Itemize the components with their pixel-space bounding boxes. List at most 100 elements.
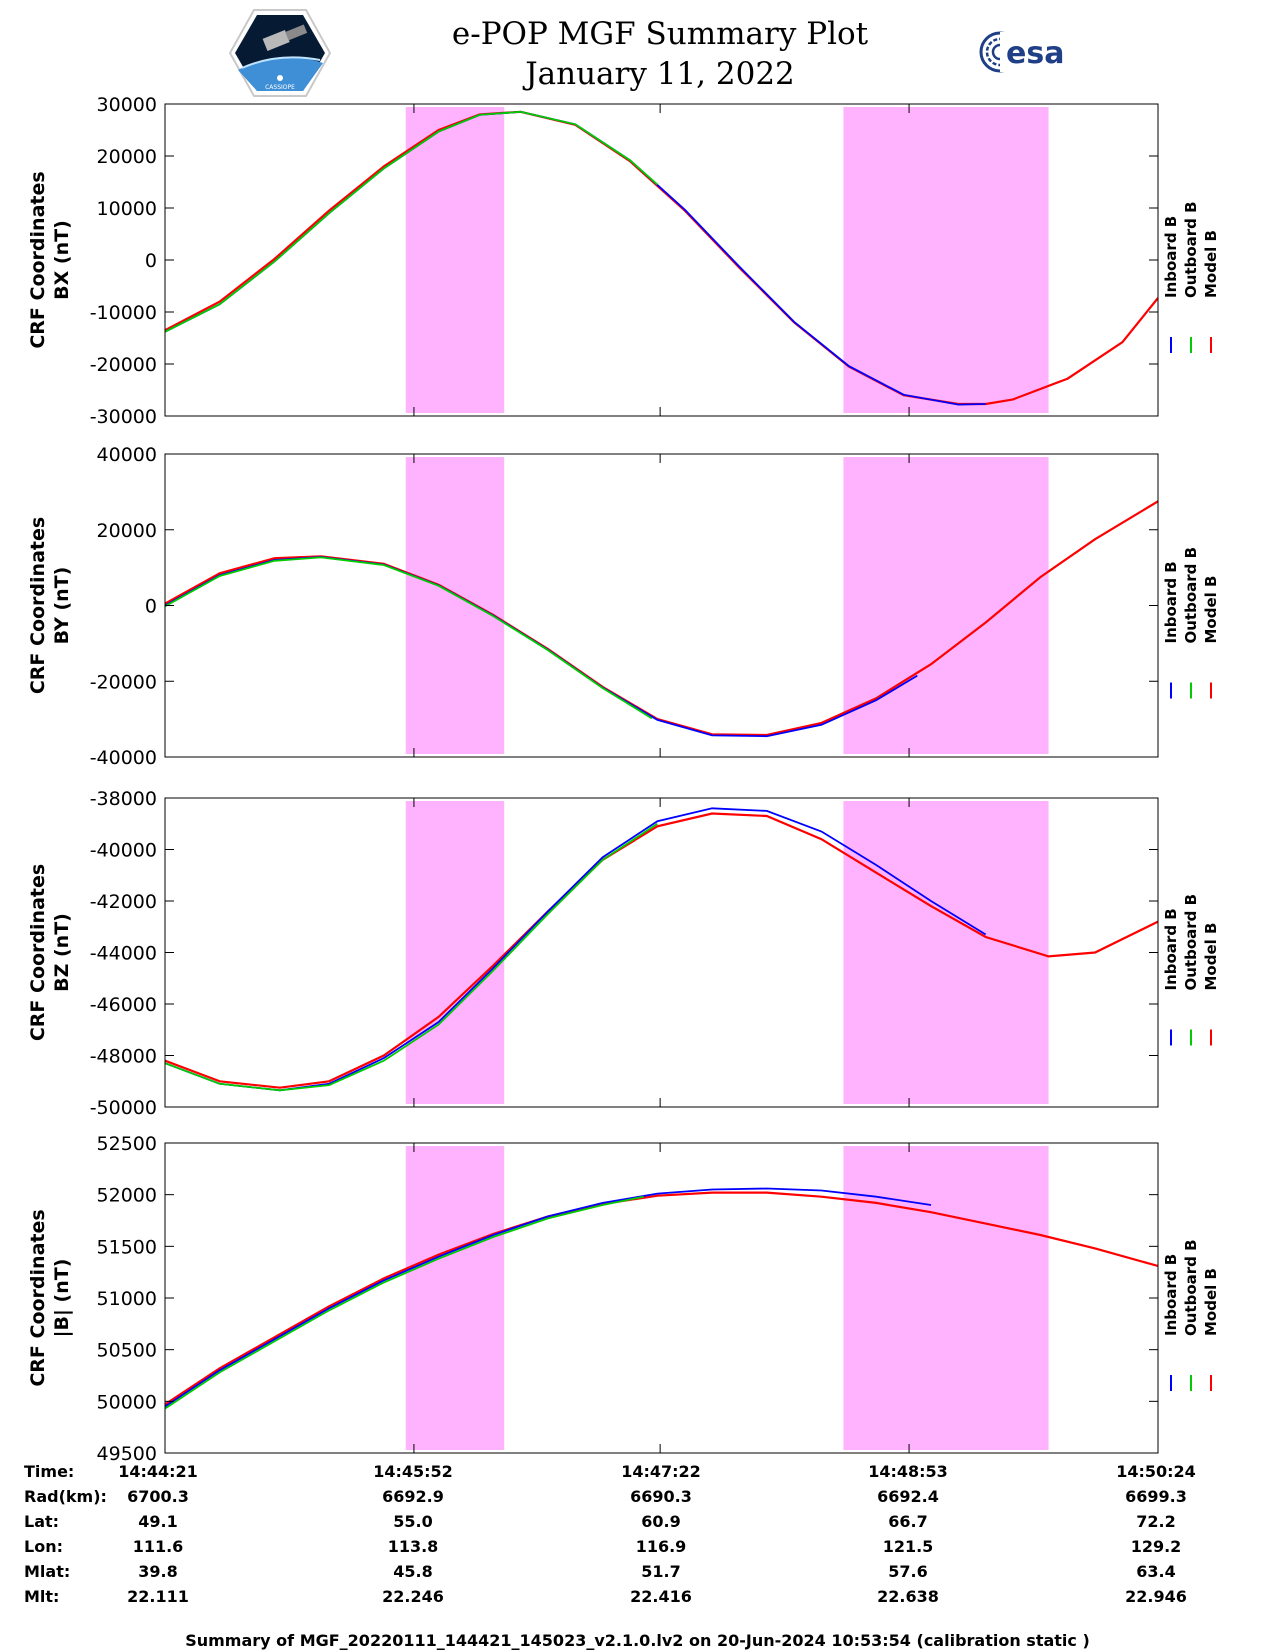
chart-panel-4: 52500 52000 51500 51000 50500 50000 49500 CRF C… xyxy=(27,1133,1220,1465)
series-outboard-b xyxy=(165,556,653,720)
table-cell: 51.7 xyxy=(641,1562,681,1581)
y-tick-label: 40000 xyxy=(97,444,157,466)
table-cell: 63.4 xyxy=(1136,1562,1176,1581)
table-row-label: Time: xyxy=(24,1462,75,1481)
y-tick-label: 20000 xyxy=(97,520,157,542)
highlight-span xyxy=(405,1146,505,1450)
legend-label: Outboard B xyxy=(1182,547,1200,644)
y-tick-label: -46000 xyxy=(90,994,157,1016)
y-tick-label: 30000 xyxy=(97,94,157,116)
y-tick-label: 20000 xyxy=(97,146,157,168)
series-inboard-b xyxy=(165,1187,932,1408)
table-row-label: Mlt: xyxy=(24,1587,60,1606)
y-tick-label: -42000 xyxy=(90,891,157,913)
y-axis-label: BX (nT) xyxy=(51,220,73,300)
table-cell: 49.1 xyxy=(138,1512,178,1531)
chart-panel-1: 30000 20000 10000 0 -10000 -20000 -30000 CRF Co… xyxy=(27,94,1220,428)
y-tick-label: -20000 xyxy=(90,671,157,693)
y-tick-label: -44000 xyxy=(90,943,157,965)
table-row-label: Lat: xyxy=(24,1512,60,1531)
table-row-label: Mlat: xyxy=(24,1562,71,1581)
table-cell: 14:44:21 xyxy=(118,1462,198,1481)
legend-label: Model B xyxy=(1202,576,1220,644)
footer-caption: Summary of MGF_20220111_144421_145023_v2… xyxy=(185,1631,1090,1650)
highlight-span xyxy=(405,107,505,413)
table-cell: 113.8 xyxy=(387,1537,439,1556)
table-cell: 72.2 xyxy=(1136,1512,1176,1531)
table-cell: 57.6 xyxy=(888,1562,928,1581)
table-cell: 121.5 xyxy=(882,1537,934,1556)
legend-label: Inboard B xyxy=(1162,1254,1180,1336)
y-axis-label: CRF Coordinates xyxy=(27,864,49,1041)
highlight-span xyxy=(405,457,505,754)
y-axis-label: CRF Coordinates xyxy=(27,1209,49,1386)
y-tick-label: -48000 xyxy=(90,1046,157,1068)
table-cell: 6692.9 xyxy=(382,1487,444,1506)
table-cell: 111.6 xyxy=(132,1537,184,1556)
y-tick-label: 51000 xyxy=(97,1288,157,1310)
table-cell: 66.7 xyxy=(888,1512,928,1531)
legend-label: Outboard B xyxy=(1182,201,1200,298)
legend-label: Inboard B xyxy=(1162,561,1180,643)
cassiope-logo-text: CASSIOPE xyxy=(265,84,295,91)
table-cell: 55.0 xyxy=(393,1512,433,1531)
highlight-span xyxy=(843,801,1049,1104)
y-axis-label: CRF Coordinates xyxy=(27,517,49,694)
table-cell: 6699.3 xyxy=(1125,1487,1187,1506)
y-tick-label: -38000 xyxy=(90,788,157,810)
esa-logo-text: esa xyxy=(1006,36,1064,71)
series-model-b xyxy=(165,812,1158,1089)
y-tick-label: 10000 xyxy=(97,198,157,220)
orbit-info-table: Time: 14:44:21 14:45:52 14:47:22 14:48:53 14:… xyxy=(0,1462,1275,1622)
y-tick-label: 49500 xyxy=(97,1443,157,1465)
y-tick-label: 51500 xyxy=(97,1236,157,1258)
highlight-span xyxy=(843,1146,1049,1450)
y-tick-label: -10000 xyxy=(90,302,157,324)
y-tick-label: 0 xyxy=(145,250,157,272)
y-axis-label: BZ (nT) xyxy=(51,913,73,992)
plot-title: e-POP MGF Summary Plot xyxy=(451,16,869,52)
y-tick-label: 50000 xyxy=(97,1391,157,1413)
y-tick-label: -40000 xyxy=(90,840,157,862)
chart-panel-3: -38000 -40000 -42000 -44000 -46000 -48000 -500… xyxy=(27,788,1220,1119)
table-cell: 6700.3 xyxy=(127,1487,189,1506)
table-cell: 39.8 xyxy=(138,1562,178,1581)
highlight-span xyxy=(843,457,1049,754)
legend-label: Outboard B xyxy=(1182,894,1200,991)
table-row-label: Rad(km): xyxy=(24,1487,107,1506)
table-cell: 6690.3 xyxy=(630,1487,692,1506)
table-cell: 14:48:53 xyxy=(868,1462,948,1481)
legend-label: Model B xyxy=(1202,230,1220,298)
table-cell: 22.416 xyxy=(630,1587,692,1606)
y-axis-label: |B| (nT) xyxy=(51,1259,73,1338)
table-cell: 129.2 xyxy=(1130,1537,1182,1556)
table-cell: 6692.4 xyxy=(877,1487,939,1506)
series-outboard-b xyxy=(165,823,658,1092)
esa-logo: esa xyxy=(979,31,1064,73)
table-cell: 22.246 xyxy=(382,1587,444,1606)
table-cell: 14:45:52 xyxy=(373,1462,453,1481)
table-cell: 45.8 xyxy=(393,1562,433,1581)
chart-panel-2: 40000 20000 0 -20000 -40000 CRF Coordinates BY… xyxy=(27,444,1220,769)
legend-label: Inboard B xyxy=(1162,216,1180,298)
y-tick-label: 52500 xyxy=(97,1133,157,1155)
table-cell: 116.9 xyxy=(635,1537,687,1556)
y-tick-label: 50500 xyxy=(97,1340,157,1362)
page-title: e-POP MGF Summary Plot January 11, 2022 xyxy=(0,14,1275,94)
legend-label: Outboard B xyxy=(1182,1239,1200,1336)
table-cell: 22.638 xyxy=(877,1587,939,1606)
series-outboard-b xyxy=(165,1195,644,1410)
y-axis-label: CRF Coordinates xyxy=(27,171,49,348)
y-tick-label: 0 xyxy=(145,596,157,618)
y-tick-label: -40000 xyxy=(90,747,157,769)
plot-date: January 11, 2022 xyxy=(525,56,795,92)
y-tick-label: -50000 xyxy=(90,1097,157,1119)
legend-label: Inboard B xyxy=(1162,908,1180,990)
legend-label: Model B xyxy=(1202,1268,1220,1336)
y-tick-label: -30000 xyxy=(90,406,157,428)
table-cell: 14:50:24 xyxy=(1116,1462,1196,1481)
table-row-label: Lon: xyxy=(24,1537,63,1556)
y-axis-label: BY (nT) xyxy=(51,567,73,645)
cassiope-logo: CASSIOPE xyxy=(228,9,332,97)
